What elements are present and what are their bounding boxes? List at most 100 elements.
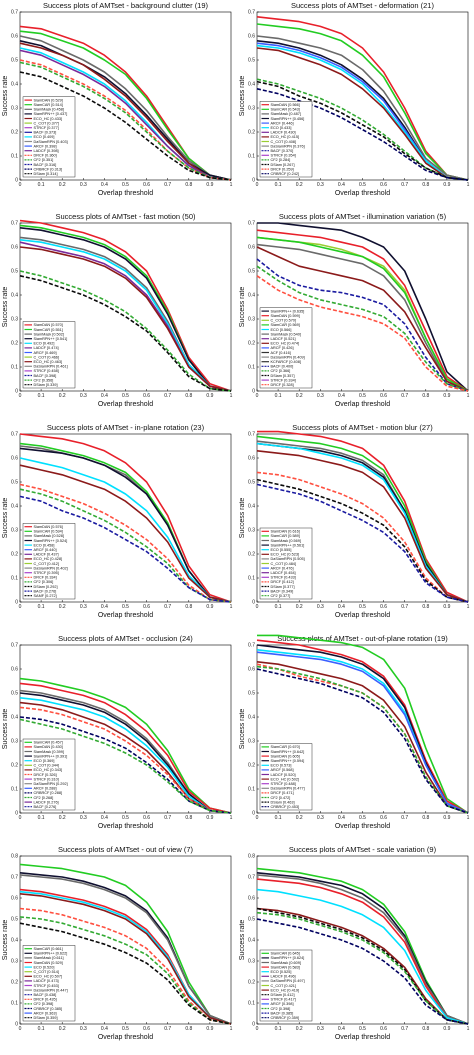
legend-entry: SiamDAN [0.616] <box>271 530 300 534</box>
series-line-siamrpn- <box>19 227 232 392</box>
y-tick-label: 0.1 <box>11 787 18 793</box>
x-axis-label: Overlap threshold <box>98 612 153 619</box>
series-line-cf2 <box>256 665 469 814</box>
x-tick-label: 1 <box>230 604 233 610</box>
x-tick-label: 0.9 <box>206 1026 213 1032</box>
chart-panel-9: Success plots of AMTset - out of view (7… <box>0 844 237 1055</box>
y-tick-label: 0 <box>252 1022 255 1028</box>
y-tick-label: 0.4 <box>11 715 18 721</box>
y-axis-label: Success rate <box>2 498 9 539</box>
x-tick-label: 1 <box>467 393 470 399</box>
series-line-siamrpn- <box>257 222 469 392</box>
legend-entry: LADCF [0.276] <box>34 800 59 804</box>
x-axis-label: Overlap threshold <box>335 401 390 408</box>
legend-entry: SiamMask [0.540] <box>271 332 301 336</box>
chart-panel-7: Success plots of AMTset - occlusion (24)… <box>0 633 237 844</box>
y-tick-label: 0.7 <box>248 643 255 649</box>
legend-entry: ECO [0.566] <box>271 328 292 332</box>
y-tick-label: 0.3 <box>248 739 255 745</box>
y-tick-label: 0.3 <box>248 528 255 534</box>
legend-entry: BACF [0.385] <box>271 1011 294 1015</box>
x-tick-label: 0.1 <box>38 815 45 821</box>
x-tick-label: 0.8 <box>422 393 429 399</box>
legend-entry: DSiam [0.314] <box>34 172 58 176</box>
x-tick-label: 0.1 <box>275 393 282 399</box>
y-tick-label: 0.3 <box>11 959 18 965</box>
x-tick-label: 0.7 <box>164 1026 171 1032</box>
y-axis-label: Success rate <box>2 287 9 328</box>
legend-entry: SiamDAN [0.570] <box>34 323 63 327</box>
x-tick-label: 0.4 <box>101 393 108 399</box>
x-tick-label: 0.9 <box>443 815 450 821</box>
y-tick-label: 0.8 <box>248 854 255 860</box>
x-tick-label: 0 <box>256 182 259 188</box>
legend-entry: ARCF [0.398] <box>34 144 57 148</box>
series-line-cf2 <box>19 916 232 1025</box>
legend-entry: SiamCAR [0.569] <box>271 323 300 327</box>
y-tick-label: 0 <box>15 1022 18 1028</box>
chart-panel-2: Success plots of AMTset - deformation (2… <box>237 0 474 211</box>
chart-panel-4: Success plots of AMTset - illumination v… <box>237 211 474 422</box>
legend-entry: DRCF [0.259] <box>271 167 294 171</box>
x-tick-label: 0 <box>19 393 22 399</box>
x-tick-label: 0.1 <box>38 393 45 399</box>
series-line-ladcf <box>19 49 232 181</box>
y-tick-label: 0.3 <box>248 317 255 323</box>
legend-entry: SiamCAR [0.457] <box>34 741 63 745</box>
y-tick-label: 0.6 <box>11 667 18 673</box>
legend-entry: SiamMask [0.569] <box>271 539 301 543</box>
x-tick-label: 0 <box>256 815 259 821</box>
chart-svg: Success plots of AMTset - background clu… <box>2 1 233 197</box>
x-tick-label: 0.4 <box>338 815 345 821</box>
legend-entry: SiamMask [0.399] <box>34 750 64 754</box>
y-tick-label: 0.4 <box>248 938 255 944</box>
legend-entry: STRCF [0.488] <box>271 782 296 786</box>
legend-entry: ARCF [0.440] <box>34 548 57 552</box>
legend-entry: CF2 [0.306] <box>34 580 54 584</box>
legend-entry: DRCF [0.326] <box>34 773 57 777</box>
legend-entry: C_COT [0.412] <box>34 562 59 566</box>
legend-entry: SiamRPN++ [0.642] <box>271 750 305 754</box>
x-tick-label: 0.5 <box>359 815 366 821</box>
x-tick-label: 0.3 <box>317 604 324 610</box>
y-tick-label: 0 <box>252 389 255 395</box>
series-line-eco <box>256 888 469 1025</box>
legend-entry: ARCF [0.398] <box>271 1002 294 1006</box>
legend-entry: ECO_HC [0.474] <box>271 342 300 346</box>
x-axis-label: Overlap threshold <box>335 190 390 197</box>
legend-entry: CF2 [0.284] <box>271 158 291 162</box>
series-line-eco <box>19 890 232 1025</box>
legend-entry: SiamCAR [0.589] <box>271 534 300 538</box>
legend-entry: C_COT [0.466] <box>34 355 59 359</box>
x-tick-label: 0.4 <box>338 1026 345 1032</box>
series-line-eco <box>19 239 232 392</box>
x-tick-label: 0.7 <box>164 393 171 399</box>
legend-entry: CRBRCF [0.359] <box>271 1016 300 1020</box>
series-line-siamdan <box>256 878 469 1025</box>
legend-entry: CRBRCF [0.313] <box>34 167 63 171</box>
y-tick-label: 0.5 <box>11 480 18 486</box>
y-tick-label: 0.5 <box>248 917 255 923</box>
legend-entry: DaSiamRPN [0.409] <box>271 355 305 359</box>
y-tick-label: 0.3 <box>11 106 18 112</box>
legend-entry: SiamRPN++ [0.391] <box>34 754 68 758</box>
legend-entry: LADCF [0.473] <box>34 979 59 983</box>
x-tick-label: 0.2 <box>59 182 66 188</box>
legend-entry: ECO [0.369] <box>34 759 55 763</box>
legend-entry: ECO_HC [0.523] <box>271 553 300 557</box>
x-tick-label: 0.9 <box>206 815 213 821</box>
x-tick-label: 0.5 <box>359 604 366 610</box>
y-tick-label: 0.3 <box>248 106 255 112</box>
legend-entry: ECO_HC [0.428] <box>34 557 63 561</box>
y-tick-label: 0.4 <box>248 293 255 299</box>
x-tick-label: 0.3 <box>317 1026 324 1032</box>
x-tick-label: 0 <box>19 604 22 610</box>
legend-entry: LADCF [0.474] <box>34 346 59 350</box>
legend-entry: CF2 [0.351] <box>34 158 54 162</box>
chart-svg: Success plots of AMTset - in-plane rotat… <box>2 423 233 619</box>
y-tick-label: 0.7 <box>11 643 18 649</box>
legend-entry: CF2 [0.268] <box>34 796 54 800</box>
legend-entry: STRCF [0.433] <box>271 576 296 580</box>
x-tick-label: 1 <box>230 1026 233 1032</box>
